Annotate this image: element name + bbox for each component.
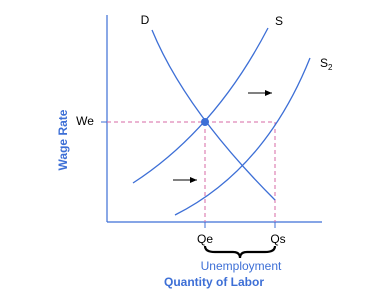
supply2-curve [174,57,311,216]
supply2-label: S2 [320,56,333,72]
supply-curve [132,27,269,184]
x-axis-label: Quantity of Labor [164,275,264,289]
demand-curve [151,29,276,201]
qe-label: Qe [197,232,213,246]
supply2-subscript: 2 [328,63,333,72]
y-axis-label: Wage Rate [56,109,70,170]
annotation: Unemployment [201,259,282,273]
supply2-letter: S [320,56,328,70]
qs-label: Qs [270,232,285,246]
equilibrium-point [201,118,209,126]
supply-label: S [275,14,283,28]
demand-label: D [141,13,150,27]
unemployment-brace [203,245,277,259]
we-label: We [76,114,94,128]
